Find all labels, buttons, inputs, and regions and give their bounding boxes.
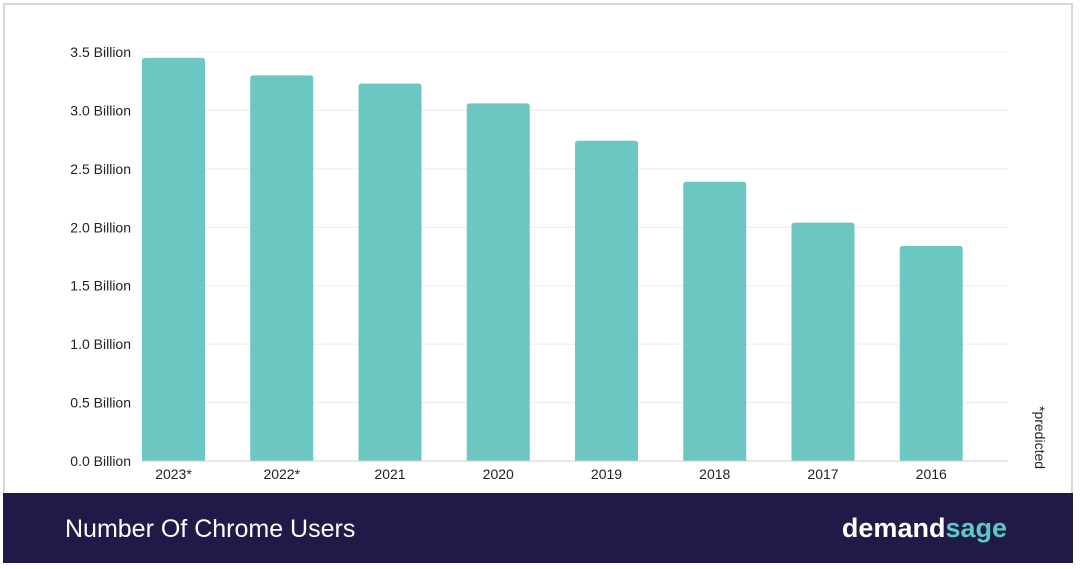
y-tick-label: 1.0 Billion <box>70 336 131 352</box>
x-tick-label: 2018 <box>699 466 730 482</box>
x-tick-label: 2017 <box>807 466 838 482</box>
x-tick-label: 2020 <box>483 466 514 482</box>
bar <box>358 83 422 462</box>
y-axis-tick-labels: 0.0 Billion 0.5 Billion 1.0 Billion 1.5 Bil… <box>70 44 131 469</box>
bar <box>899 245 963 461</box>
footnote: *predicted <box>1030 406 1048 486</box>
y-tick-label: 3.5 Billion <box>70 44 131 60</box>
brand-logo: demandsage <box>842 513 1007 544</box>
bar <box>683 181 747 461</box>
bar <box>791 222 855 461</box>
y-tick-label: 2.5 Billion <box>70 161 131 177</box>
y-tick-label: 1.5 Billion <box>70 278 131 294</box>
bars <box>142 57 963 462</box>
y-tick-label: 0.5 Billion <box>70 395 131 411</box>
bar <box>250 75 314 461</box>
bar <box>466 103 530 461</box>
footer-banner: Number Of Chrome Users demandsage <box>3 493 1073 563</box>
x-tick-label: 2022* <box>263 466 300 482</box>
x-axis-tick-labels: 2023* 2022* 2021 2020 2019 2018 2017 2016 <box>155 466 947 482</box>
y-tick-label: 2.0 Billion <box>70 219 131 235</box>
brand-logo-part2: sage <box>945 513 1007 543</box>
bar <box>575 140 638 461</box>
x-tick-label: 2023* <box>155 466 192 482</box>
y-tick-label: 0.0 Billion <box>70 453 131 469</box>
y-tick-label: 3.0 Billion <box>70 102 131 118</box>
brand-logo-part1: demand <box>841 513 946 543</box>
bar <box>142 57 205 461</box>
footnote-text: *predicted <box>1032 406 1048 470</box>
x-tick-label: 2019 <box>591 466 622 482</box>
chart-title: Number Of Chrome Users <box>65 515 356 543</box>
x-tick-label: 2016 <box>916 466 947 482</box>
x-tick-label: 2021 <box>374 466 405 482</box>
